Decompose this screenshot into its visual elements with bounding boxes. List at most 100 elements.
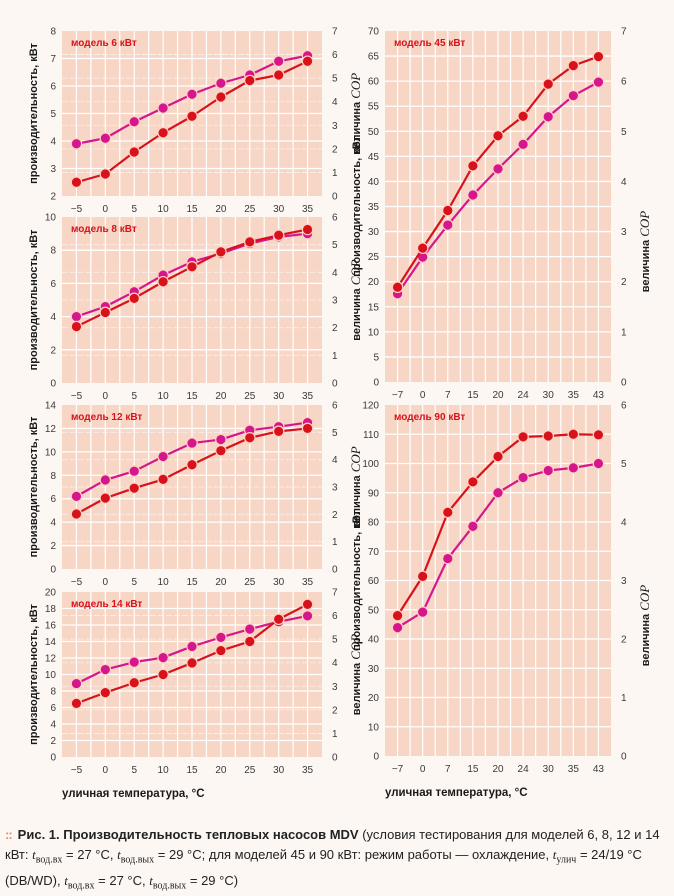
y-tick-label: 12: [45, 424, 57, 435]
caption-sub-in: вод.вх: [35, 854, 63, 866]
data-point: [70, 677, 83, 690]
data-point: [517, 138, 529, 151]
y-right-axis-label: величина COP: [348, 446, 363, 528]
data-point: [70, 508, 83, 520]
y-right-tick-label: 1: [621, 693, 627, 704]
y-tick-label: 4: [50, 312, 56, 323]
x-tick-label: 15: [467, 390, 479, 401]
x-tick-label: 25: [244, 391, 256, 402]
chart-6: 0 10 20 30 40 50 60 70 80 90 100 110 120 0 1 2 3 4 5 6 −7 0 7 1…: [351, 401, 652, 800]
model-label: модель 45 кВт: [394, 38, 465, 49]
caption-eq-in: = 27 °C,: [62, 847, 118, 862]
x-tick-label: 25: [244, 204, 256, 215]
y-tick-label: 80: [368, 518, 380, 529]
data-point: [416, 570, 429, 583]
data-point: [186, 437, 198, 449]
caption-eq-in2: = 27 °C,: [94, 872, 150, 888]
y-right-tick-label: 6: [332, 611, 338, 622]
data-point: [416, 606, 429, 618]
caption-sub-in: вод.вх: [67, 880, 95, 892]
data-point: [215, 77, 227, 90]
y-tick-label: 10: [45, 447, 57, 458]
y-tick-label: 70: [368, 27, 380, 38]
y-right-tick-label: 1: [332, 537, 338, 548]
data-point: [441, 506, 454, 519]
data-point: [157, 126, 169, 139]
x-tick-label: 0: [103, 391, 109, 402]
data-point: [301, 610, 314, 622]
data-point: [243, 236, 256, 248]
cop-label-prefix: величина: [640, 611, 652, 666]
y-tick-label: 10: [368, 327, 380, 338]
data-point: [99, 474, 112, 486]
caption-eq-out2: = 29 °C): [186, 872, 239, 888]
data-point: [492, 163, 504, 175]
caption-t-symbol: t: [64, 872, 68, 888]
y-right-tick-label: 0: [621, 752, 627, 763]
data-point: [492, 129, 504, 142]
y-right-tick-label: 6: [332, 213, 338, 224]
x-tick-label: 20: [492, 390, 504, 401]
data-point: [467, 160, 479, 172]
data-point: [592, 76, 605, 88]
y-right-tick-label: 4: [332, 268, 338, 279]
x-tick-label: −5: [71, 391, 83, 402]
y-tick-label: 8: [50, 27, 56, 38]
y-tick-label: 6: [50, 703, 56, 714]
data-point: [70, 697, 83, 710]
x-tick-label: 20: [492, 764, 504, 775]
y-axis-label: производительность, кВт: [351, 135, 363, 276]
cop-label-prefix: величина: [351, 472, 363, 527]
y-right-tick-label: 3: [332, 296, 338, 307]
y-tick-label: 0: [373, 752, 379, 763]
data-point: [391, 609, 404, 622]
y-axis-label: производительность, кВт: [351, 509, 363, 650]
data-point: [391, 281, 404, 294]
y-right-tick-label: 0: [621, 378, 627, 389]
y-tick-label: 7: [50, 54, 56, 65]
y-right-tick-label: 5: [332, 240, 338, 251]
y-right-tick-label: 0: [332, 379, 338, 390]
data-point: [70, 490, 83, 503]
x-tick-label: 35: [568, 390, 580, 401]
data-point: [492, 450, 504, 463]
y-tick-label: 15: [368, 302, 380, 313]
x-tick-label: 35: [302, 765, 314, 776]
caption-eq-street: = 24/19 °C (DB/WD),: [5, 847, 642, 888]
x-tick-label: 24: [518, 764, 530, 775]
data-point: [128, 292, 141, 305]
data-point: [128, 676, 141, 689]
y-tick-label: 70: [368, 547, 380, 558]
y-tick-label: 2: [50, 345, 56, 356]
y-tick-label: 90: [368, 488, 380, 499]
caption-fig-number: Рис. 1.: [17, 827, 60, 842]
data-point: [186, 110, 198, 123]
y-tick-label: 60: [368, 77, 380, 88]
data-point: [441, 219, 454, 231]
y-right-tick-label: 3: [332, 682, 338, 693]
x-tick-label: 7: [445, 390, 451, 401]
y-tick-label: 20: [368, 693, 380, 704]
y-tick-label: 4: [50, 720, 56, 731]
y-tick-label: 12: [45, 654, 57, 665]
x-tick-label: −7: [392, 764, 404, 775]
model-label: модель 90 кВт: [394, 412, 465, 423]
x-tick-label: 15: [186, 391, 198, 402]
data-point: [128, 465, 141, 477]
y-tick-label: 6: [50, 82, 56, 93]
data-point: [128, 146, 141, 158]
y-tick-label: 5: [50, 109, 56, 120]
data-point: [517, 110, 529, 123]
y-tick-label: 10: [368, 722, 380, 733]
data-point: [99, 686, 112, 699]
cop-label-prefix: величина: [640, 237, 652, 292]
y-right-tick-label: 1: [621, 327, 627, 338]
y-tick-label: 4: [50, 137, 56, 148]
y-tick-label: 20: [45, 588, 57, 599]
data-point: [99, 168, 112, 180]
data-point: [467, 520, 479, 533]
data-point: [301, 598, 314, 611]
model-label: модель 12 кВт: [71, 412, 142, 423]
x-tick-label: 20: [215, 765, 227, 776]
